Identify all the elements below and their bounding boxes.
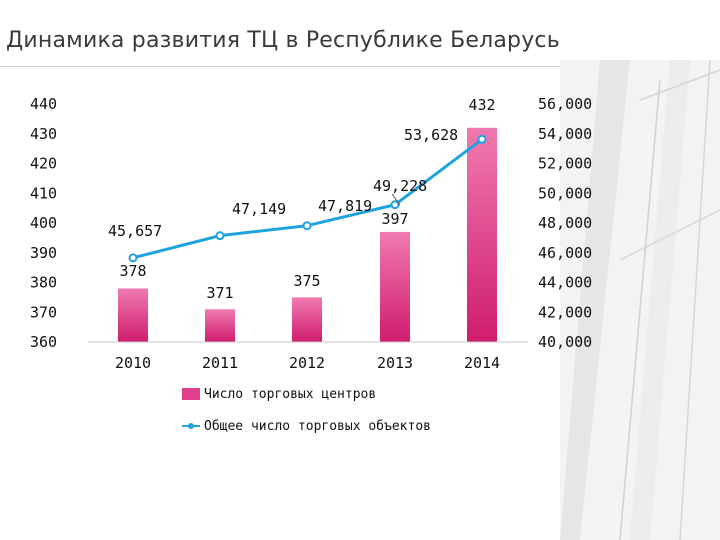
legend-bar-swatch bbox=[182, 388, 200, 400]
bar-series: 378 371 375 397 432 bbox=[118, 96, 497, 342]
right-tick-label: 54,000 bbox=[538, 125, 592, 143]
legend-line-marker bbox=[182, 420, 200, 432]
right-tick-label: 42,000 bbox=[538, 303, 592, 321]
line-point bbox=[302, 221, 312, 231]
line-data-label: 45,657 bbox=[108, 222, 162, 240]
bar bbox=[205, 309, 235, 342]
legend: Число торговых центров Общее число торго… bbox=[182, 384, 431, 448]
bar bbox=[292, 297, 322, 342]
right-tick-label: 44,000 bbox=[538, 274, 592, 292]
left-tick-label: 430 bbox=[30, 125, 57, 143]
left-tick-label: 400 bbox=[30, 214, 57, 232]
x-tick-label: 2013 bbox=[377, 354, 413, 372]
legend-item-line: Общее число торговых объектов bbox=[182, 416, 431, 436]
line-point bbox=[390, 200, 400, 210]
right-axis: 40,000 42,000 44,000 46,000 48,000 50,000 52,0… bbox=[538, 95, 592, 351]
x-tick-label: 2011 bbox=[202, 354, 238, 372]
left-tick-label: 370 bbox=[30, 303, 57, 321]
bar-data-label: 432 bbox=[468, 96, 495, 114]
line-point bbox=[477, 134, 487, 144]
x-tick-label: 2014 bbox=[464, 354, 500, 372]
series-line bbox=[132, 138, 483, 260]
right-tick-label: 46,000 bbox=[538, 244, 592, 262]
line-data-label: 47,819 bbox=[318, 197, 372, 215]
bar-data-label: 378 bbox=[119, 262, 146, 280]
line-point bbox=[215, 231, 225, 241]
bar-data-label: 375 bbox=[293, 272, 320, 290]
right-tick-label: 48,000 bbox=[538, 214, 592, 232]
bar bbox=[467, 127, 497, 342]
title-divider bbox=[0, 66, 720, 67]
left-tick-label: 440 bbox=[30, 95, 57, 113]
left-tick-label: 420 bbox=[30, 155, 57, 173]
line-data-label: 49,228 bbox=[373, 177, 427, 195]
legend-item-bars: Число торговых центров bbox=[182, 384, 431, 404]
x-tick-label: 2010 bbox=[115, 354, 151, 372]
line-data-label: 53,628 bbox=[404, 126, 458, 144]
bar-data-label: 397 bbox=[381, 210, 408, 228]
left-axis: 360 370 380 390 400 410 420 430 440 bbox=[30, 95, 57, 351]
decorative-background bbox=[560, 60, 720, 540]
x-axis: 2010 2011 2012 2013 2014 bbox=[88, 341, 528, 372]
legend-line-label: Общее число торговых объектов bbox=[204, 418, 431, 434]
left-tick-label: 390 bbox=[30, 244, 57, 262]
line-point bbox=[128, 253, 138, 263]
chart-title: Динамика развития ТЦ в Республике Белару… bbox=[6, 28, 560, 53]
right-tick-label: 40,000 bbox=[538, 333, 592, 351]
line-data-label: 47,149 bbox=[232, 200, 286, 218]
x-tick-label: 2012 bbox=[289, 354, 325, 372]
right-tick-label: 56,000 bbox=[538, 95, 592, 113]
right-tick-label: 52,000 bbox=[538, 155, 592, 173]
right-tick-label: 50,000 bbox=[538, 184, 592, 202]
bar bbox=[118, 288, 148, 342]
left-tick-label: 410 bbox=[30, 184, 57, 202]
legend-bar-label: Число торговых центров bbox=[204, 386, 377, 402]
left-tick-label: 380 bbox=[30, 274, 57, 292]
bar-data-label: 371 bbox=[206, 284, 233, 302]
bar bbox=[380, 231, 410, 342]
label-leader-line bbox=[391, 193, 401, 206]
left-tick-label: 360 bbox=[30, 333, 57, 351]
